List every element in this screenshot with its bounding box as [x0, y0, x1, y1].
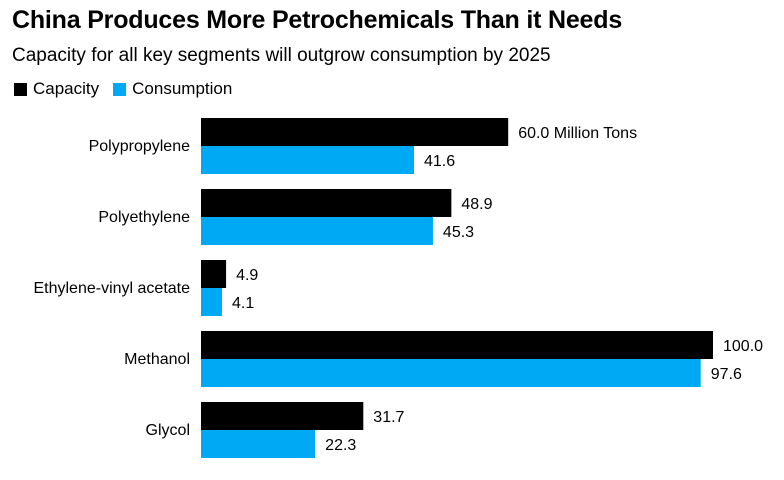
legend-label-capacity: Capacity	[33, 79, 100, 98]
chart-legend: Capacity Consumption	[14, 79, 246, 99]
bar-consumption-polyethylene	[201, 217, 433, 245]
bar-capacity-methanol	[201, 331, 713, 359]
legend-swatch-consumption	[113, 82, 127, 96]
chart-title: China Produces More Petrochemicals Than …	[12, 6, 623, 34]
category-label-polypropylene: Polypropylene	[89, 138, 191, 155]
category-label-methanol: Methanol	[124, 351, 190, 368]
bar-consumption-methanol	[201, 359, 701, 387]
legend-swatch-capacity	[14, 82, 27, 96]
legend-label-consumption: Consumption	[132, 79, 233, 98]
category-label-glycol: Glycol	[146, 422, 190, 439]
bar-consumption-ethylene-vinyl-acetate	[201, 288, 222, 316]
data-label-consumption-methanol: 97.6	[711, 366, 742, 383]
data-label-consumption-polypropylene: 41.6	[424, 153, 455, 170]
data-label-consumption-glycol: 22.3	[325, 437, 356, 454]
legend-item-consumption: Consumption	[113, 79, 232, 99]
data-label-capacity-ethylene-vinyl-acetate: 4.9	[236, 267, 258, 284]
bar-consumption-polypropylene	[201, 146, 414, 174]
data-label-capacity-glycol: 31.7	[373, 409, 404, 426]
legend-item-capacity: Capacity	[14, 79, 99, 99]
chart-subtitle: Capacity for all key segments will outgr…	[12, 45, 551, 66]
data-label-capacity-polyethylene: 48.9	[461, 196, 492, 213]
bar-capacity-ethylene-vinyl-acetate	[201, 260, 227, 288]
data-label-consumption-ethylene-vinyl-acetate: 4.1	[232, 295, 254, 312]
category-label-polyethylene: Polyethylene	[98, 209, 190, 226]
bar-capacity-polyethylene	[201, 189, 452, 217]
category-label-ethylene-vinyl-acetate: Ethylene-vinyl acetate	[33, 280, 190, 297]
bar-consumption-glycol	[201, 430, 316, 458]
data-label-consumption-polyethylene: 45.3	[443, 224, 474, 241]
data-label-capacity-methanol: 100.0	[723, 338, 763, 355]
bar-capacity-glycol	[201, 402, 364, 430]
bar-capacity-polypropylene	[201, 118, 509, 146]
data-label-capacity-polypropylene: 60.0 Million Tons	[518, 125, 637, 142]
